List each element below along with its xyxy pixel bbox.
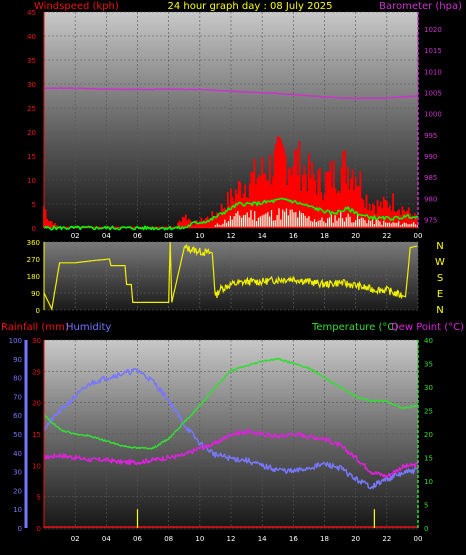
x-tick-label: 06 [133, 232, 142, 240]
wind-tick-label: 0 [32, 225, 36, 233]
dir-tick-label: 270 [27, 256, 40, 264]
humidity-label: Humidity [66, 322, 111, 333]
compass-w: W [435, 257, 445, 268]
humidity-tick-label: 90 [13, 356, 22, 364]
x-tick-label: 08 [164, 535, 173, 543]
temp-tick-label: 20 [424, 431, 433, 439]
x-tick-label: 22 [382, 535, 391, 543]
rain-tick-label: 15 [32, 431, 41, 439]
x-tick-label: 08 [164, 232, 173, 240]
humidity-tick-label: 100 [9, 337, 22, 345]
wind-tick-label: 25 [27, 105, 36, 113]
baro-tick-label: 1005 [424, 89, 442, 97]
x-tick-label: 20 [351, 232, 360, 240]
baro-tick-label: 985 [424, 174, 437, 182]
direction-panel-axes: 0 90 180 270 360 [27, 239, 44, 315]
wind-tick-label: 15 [27, 153, 36, 161]
x-tick-label: 12 [227, 535, 236, 543]
humidity-tick-label: 20 [13, 487, 22, 495]
x-tick-label: 22 [382, 232, 391, 240]
temp-tick-label: 35 [424, 361, 433, 369]
x-tick-label: 02 [71, 535, 80, 543]
x-tick-label: 00 [414, 232, 423, 240]
baro-tick-label: 990 [424, 153, 437, 161]
temp-tick-label: 30 [424, 384, 433, 392]
compass-e: E [437, 289, 443, 300]
x-tick-label: 04 [102, 535, 111, 543]
dir-tick-label: 90 [31, 290, 40, 298]
x-tick-label: 12 [227, 232, 236, 240]
rain-tick-label: 10 [32, 462, 41, 470]
x-tick-label: 18 [320, 535, 329, 543]
barometer-label: Barometer (hpa) [379, 1, 462, 12]
x-tick-label: 16 [289, 535, 298, 543]
dir-tick-label: 180 [27, 273, 40, 281]
rain-tick-label: 30 [32, 337, 41, 345]
wind-tick-label: 10 [27, 177, 36, 185]
baro-tick-label: 1000 [424, 111, 442, 119]
baro-tick-label: 980 [424, 195, 437, 203]
humidity-tick-label: 0 [18, 525, 22, 533]
humidity-tick-label: 30 [13, 469, 22, 477]
baro-tick-label: 1020 [424, 26, 442, 34]
compass-n-bottom: N [436, 305, 443, 316]
wind-tick-label: 30 [27, 81, 36, 89]
dewpoint-label: Dew Point (°C) [391, 322, 464, 333]
baro-tick-label: 995 [424, 132, 437, 140]
temp-tick-label: 40 [424, 337, 433, 345]
baro-tick-label: 1015 [424, 47, 442, 55]
humidity-tick-label: 40 [13, 450, 22, 458]
baro-tick-label: 1010 [424, 68, 442, 76]
x-tick-label: 02 [71, 232, 80, 240]
rain-tick-label: 20 [32, 400, 41, 408]
humidity-tick-label: 50 [13, 431, 22, 439]
windspeed-label: Windspeed (kph) [34, 1, 119, 12]
x-tick-label: 18 [320, 232, 329, 240]
dir-tick-label: 360 [27, 239, 40, 247]
x-tick-label: 14 [258, 535, 267, 543]
temp-tick-label: 10 [424, 478, 433, 486]
humidity-tick-label: 60 [13, 412, 22, 420]
dir-tick-label: 0 [36, 307, 40, 315]
wind-tick-label: 40 [27, 33, 36, 41]
temp-tick-label: 5 [424, 502, 428, 510]
rain-tick-label: 0 [37, 525, 41, 533]
humidity-tick-label: 10 [13, 506, 22, 514]
x-tick-label: 10 [195, 535, 204, 543]
x-tick-label: 14 [258, 232, 267, 240]
x-tick-label: 16 [289, 232, 298, 240]
chart-title: 24 hour graph day : 08 July 2025 [167, 1, 332, 12]
temp-tick-label: 15 [424, 455, 433, 463]
humidity-tick-label: 70 [13, 393, 22, 401]
compass-s: S [437, 273, 443, 284]
compass-n-top: N [436, 241, 443, 252]
rain-tick-label: 5 [37, 494, 41, 502]
humidity-tick-label: 80 [13, 375, 22, 383]
temp-tick-label: 0 [424, 525, 428, 533]
rain-tick-label: 25 [32, 368, 41, 376]
temperature-label: Temperature (°C) [311, 322, 398, 333]
wind-tick-label: 35 [27, 57, 36, 65]
x-tick-label: 06 [133, 535, 142, 543]
baro-tick-label: 975 [424, 217, 437, 225]
x-tick-label: 20 [351, 535, 360, 543]
x-tick-label: 00 [414, 535, 423, 543]
temp-tick-label: 25 [424, 408, 433, 416]
x-tick-label: 10 [195, 232, 204, 240]
wind-tick-label: 5 [32, 201, 36, 209]
rainfall-label: Rainfall (mm) [1, 322, 69, 333]
x-tick-label: 04 [102, 232, 111, 240]
wind-tick-label: 20 [27, 129, 36, 137]
